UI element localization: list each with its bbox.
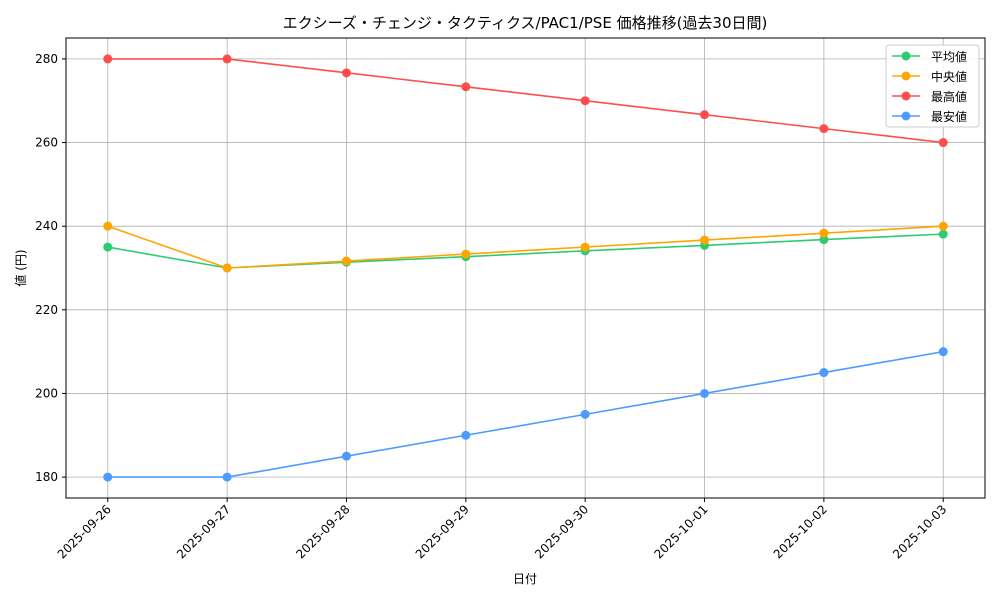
data-point	[819, 368, 829, 378]
data-point	[341, 256, 351, 266]
data-point	[580, 96, 590, 106]
legend-label: 平均値	[931, 49, 967, 64]
legend-marker	[901, 111, 911, 121]
data-point	[103, 472, 113, 482]
legend-label: 最安値	[931, 109, 967, 124]
y-tick-label: 240	[35, 219, 58, 233]
x-axis-label: 日付	[513, 572, 537, 586]
data-point	[222, 472, 232, 482]
y-tick-label: 220	[35, 303, 58, 317]
x-tick-label: 2025-09-26	[55, 502, 114, 561]
series-line	[107, 350, 944, 478]
x-tick-label: 2025-10-03	[890, 502, 949, 561]
data-point	[461, 430, 471, 440]
x-tick-label: 2025-09-27	[174, 502, 233, 561]
legend-label: 中央値	[931, 69, 967, 84]
data-point	[103, 221, 113, 231]
plot-frame	[65, 37, 986, 499]
x-tick-label: 2025-10-02	[771, 502, 830, 561]
legend-label: 最高値	[931, 89, 967, 104]
data-point	[103, 54, 113, 64]
data-point	[222, 263, 232, 273]
y-tick-label: 280	[35, 52, 58, 66]
data-point	[700, 110, 710, 120]
grid	[66, 38, 985, 498]
legend-marker	[901, 51, 911, 61]
data-point	[938, 229, 948, 239]
data-point	[819, 235, 829, 245]
data-point	[461, 82, 471, 92]
series-line	[107, 58, 944, 144]
y-tick-label: 260	[35, 136, 58, 150]
x-tick-label: 2025-10-01	[651, 502, 710, 561]
data-point	[819, 124, 829, 134]
series-group	[103, 54, 948, 482]
data-point	[938, 221, 948, 231]
chart-title: エクシーズ・チェンジ・タクティクス/PAC1/PSE 価格推移(過去30日間)	[283, 14, 768, 32]
data-point	[938, 138, 948, 148]
x-axis: 2025-09-26 2025-09-27 2025-09-28 2025-09-29…	[55, 498, 949, 561]
data-point	[700, 388, 710, 398]
data-point	[341, 68, 351, 78]
y-tick-label: 180	[35, 470, 58, 484]
data-point	[222, 54, 232, 64]
data-point	[580, 242, 590, 252]
data-point	[103, 242, 113, 252]
data-point	[819, 228, 829, 238]
x-tick-label: 2025-09-30	[532, 502, 591, 561]
x-tick-label: 2025-09-28	[293, 502, 352, 561]
data-point	[341, 451, 351, 461]
legend-marker	[901, 71, 911, 81]
data-point	[938, 347, 948, 357]
data-point	[461, 249, 471, 259]
y-tick-label: 200	[35, 386, 58, 400]
x-tick-label: 2025-09-29	[413, 502, 472, 561]
y-axis: 180 200 220 240 260 280	[35, 52, 66, 484]
data-point	[580, 409, 590, 419]
legend-marker	[901, 91, 911, 101]
data-point	[700, 235, 710, 245]
series-line	[107, 225, 944, 269]
legend-box	[885, 44, 980, 128]
y-axis-label: 値 (円)	[13, 249, 28, 286]
